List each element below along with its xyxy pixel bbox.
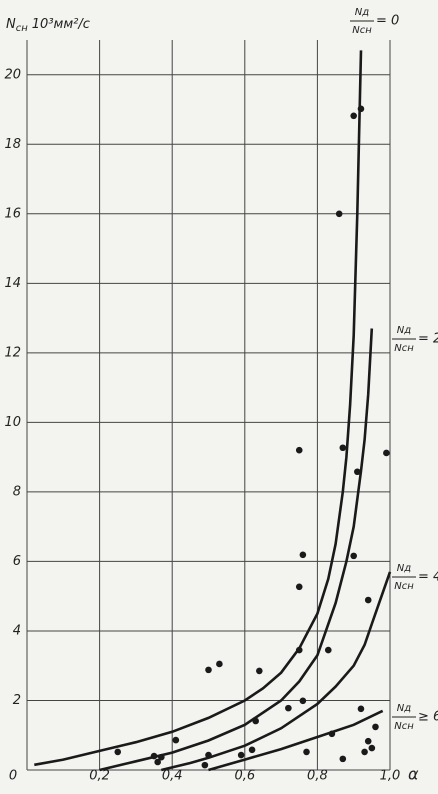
label-numerator: Nд [397,563,411,574]
x-tick-label: 0,4 [162,769,183,784]
data-point [303,748,310,756]
label-numerator: Nд [397,325,411,336]
curve-label: Nд Nсн = 4 [392,563,438,592]
curve [34,50,363,767]
x-tick-label: 0,8 [307,769,328,784]
curve-label: Nд Nсн = 2 [392,325,438,354]
data-point [364,596,372,604]
data-point [383,449,390,457]
data-point [248,746,256,754]
label-relation: = 4 [418,570,438,585]
data-point [237,751,245,759]
y-axis-label: Nсн 10³мм²/с [6,17,90,35]
y-label-unit: 10³мм²/с [32,17,90,32]
data-point [299,697,307,705]
data-point [252,717,259,725]
data-point [201,761,209,769]
label-relation: = 2 [418,332,438,347]
label-denominator: Nсн [394,721,414,732]
y-tick-label: 12 [4,345,21,360]
y-tick-label: 4 [13,623,21,638]
data-point [285,704,292,712]
label-relation: = 0 [376,14,399,29]
data-point [114,748,122,756]
data-point [350,552,358,560]
data-point [158,753,165,761]
data-point [372,723,379,731]
data-point [361,748,368,756]
y-label-subscript: сн [16,23,28,34]
data-point [256,667,263,675]
y-tick-label: 14 [4,276,21,291]
data-point [205,751,212,759]
curve-label: Nд Nсн ≥ 6 [392,703,438,732]
label-denominator: Nсн [352,25,372,36]
curve [208,709,384,772]
x-tick-label: 0 [9,769,17,784]
y-tick-label: 16 [4,206,21,221]
data-point [339,444,347,452]
data-point [335,210,343,218]
data-point [205,666,212,674]
y-tick-label: 2 [13,693,21,708]
data-point [216,660,223,668]
y-tick-label: 18 [4,137,21,152]
data-point [357,105,365,113]
data-point [357,705,365,713]
label-relation: ≥ 6 [418,710,438,725]
y-tick-label: 6 [13,554,21,569]
x-tick-label: 1,0 [380,769,401,784]
y-label-symbol: N [6,17,16,32]
y-tick-label: 20 [4,67,21,82]
data-point [368,744,376,752]
data-point [354,468,361,476]
data-point [154,758,161,766]
data-point [350,112,358,120]
data-point [339,755,347,763]
data-point [364,737,372,745]
label-denominator: Nсн [394,343,414,354]
curve-label: Nд Nсн = 0 [350,7,399,36]
data-point [295,446,303,454]
label-numerator: Nд [355,7,369,18]
y-tick-label: 10 [4,415,21,430]
data-point [299,551,307,559]
data-point [150,752,158,760]
x-tick-label: 0,6 [234,769,255,784]
curve [160,571,392,772]
data-point [324,646,332,654]
x-tick-label: 0,2 [89,769,110,784]
label-denominator: Nсн [394,581,414,592]
data-point [328,730,336,738]
curve [99,328,374,772]
x-axis-label: α [408,765,419,784]
label-numerator: Nд [397,703,411,714]
y-tick-label: 8 [13,484,21,499]
data-point [172,736,180,744]
data-point [295,646,303,654]
data-point [295,583,303,591]
